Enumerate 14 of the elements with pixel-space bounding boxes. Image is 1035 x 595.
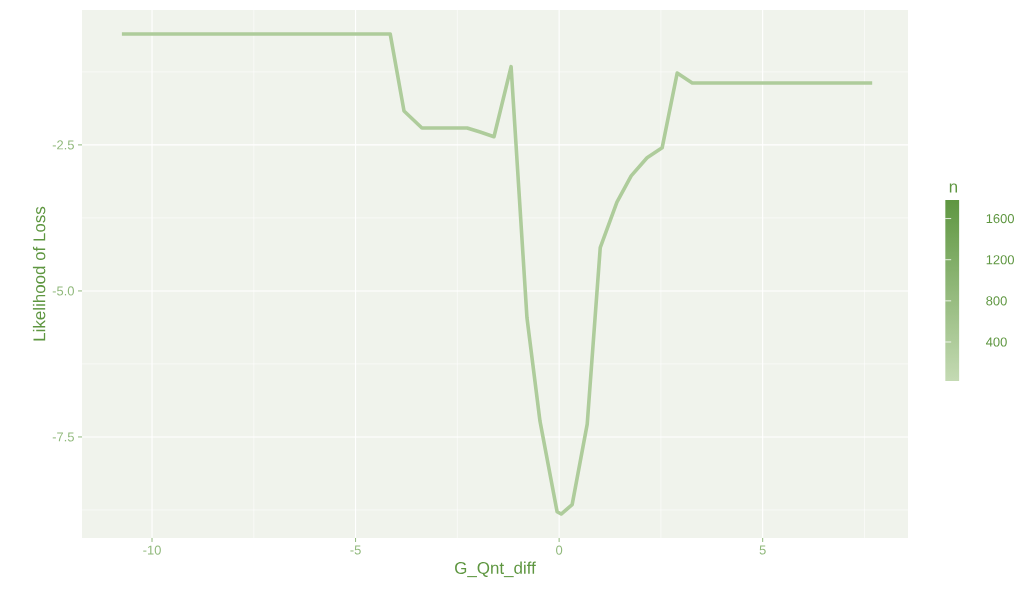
x-tick-label: -5 [350,545,361,555]
x-tick-label: 5 [759,545,766,555]
x-axis-title: G_Qnt_diff [455,561,536,578]
color-bar-label: 1200 [986,255,1014,265]
color-bar-label: 1600 [986,213,1014,224]
y-tick-label: -7.5 [52,432,74,442]
color-bar-title: n [949,183,958,193]
x-tick-label: 0 [556,545,563,555]
y-tick-label: -5.0 [52,286,74,296]
color-bar-label: 800 [986,296,1007,306]
y-axis-title: Likelihood of Loss [32,206,46,341]
x-tick-label: -10 [143,545,161,555]
color-bar-label: 400 [986,337,1007,347]
y-tick-label: -2.5 [52,140,74,150]
